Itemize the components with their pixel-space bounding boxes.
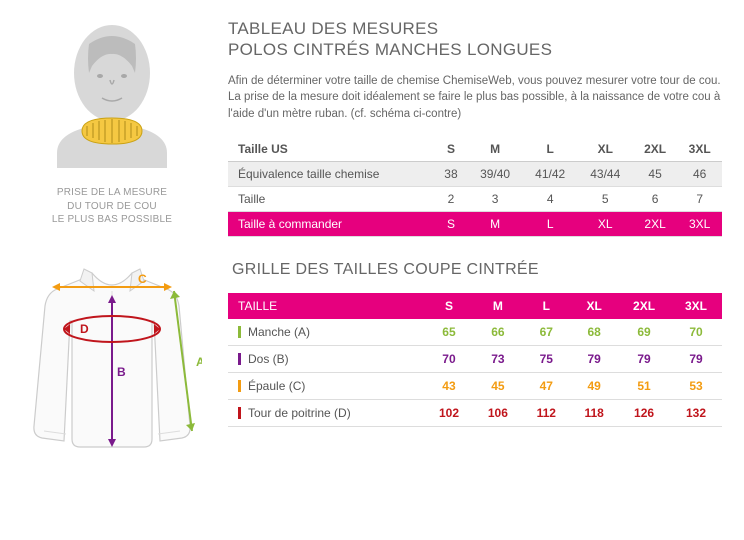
neck-caption: PRISE DE LA MESURE DU TOUR DE COU LE PLU… <box>22 186 202 227</box>
t2-header: L <box>522 293 570 319</box>
t2-header: 2XL <box>618 293 670 319</box>
t1-header: M <box>468 137 523 162</box>
neck-measure-icon <box>37 18 187 178</box>
svg-text:C: C <box>138 272 147 286</box>
measurements-table: TAILLESMLXL2XL3XL Manche (A)656667686970… <box>228 293 722 427</box>
svg-text:B: B <box>117 365 126 379</box>
t2-header: M <box>473 293 522 319</box>
size-equivalence-table: Taille USSMLXL2XL3XL Équivalence taille … <box>228 137 722 237</box>
table-row: Épaule (C)434547495153 <box>228 372 722 399</box>
t1-header: S <box>434 137 467 162</box>
shirt-diagram-column: A B C D <box>22 261 202 461</box>
table-row: Taille234567 <box>228 186 722 211</box>
table-row: Dos (B)707375797979 <box>228 345 722 372</box>
t1-header: L <box>523 137 578 162</box>
shirt-measure-icon: A B C D <box>22 261 202 461</box>
intro-text: Afin de déterminer votre taille de chemi… <box>228 73 722 123</box>
neck-diagram-column: PRISE DE LA MESURE DU TOUR DE COU LE PLU… <box>22 18 202 237</box>
color-bar-icon <box>238 407 241 419</box>
color-bar-icon <box>238 380 241 392</box>
t2-header: XL <box>570 293 618 319</box>
t1-header: Taille US <box>228 137 434 162</box>
table-row: Équivalence taille chemise3839/4041/4243… <box>228 161 722 186</box>
t2-header: 3XL <box>670 293 722 319</box>
color-bar-icon <box>238 326 241 338</box>
t1-header: XL <box>578 137 633 162</box>
t1-header: 3XL <box>677 137 722 162</box>
t1-header: 2XL <box>633 137 678 162</box>
t2-header: S <box>425 293 474 319</box>
svg-text:A: A <box>196 355 202 369</box>
color-bar-icon <box>238 353 241 365</box>
order-row: Taille à commanderSMLXL2XL3XL <box>228 211 722 236</box>
table-row: Tour de poitrine (D)102106112118126132 <box>228 399 722 426</box>
page-title: TABLEAU DES MESURES POLOS CINTRÉS MANCHE… <box>228 18 722 61</box>
t2-header: TAILLE <box>228 293 425 319</box>
svg-text:D: D <box>80 322 89 336</box>
section2-title: GRILLE DES TAILLES COUPE CINTRÉE <box>232 261 722 279</box>
table-row: Manche (A)656667686970 <box>228 319 722 346</box>
